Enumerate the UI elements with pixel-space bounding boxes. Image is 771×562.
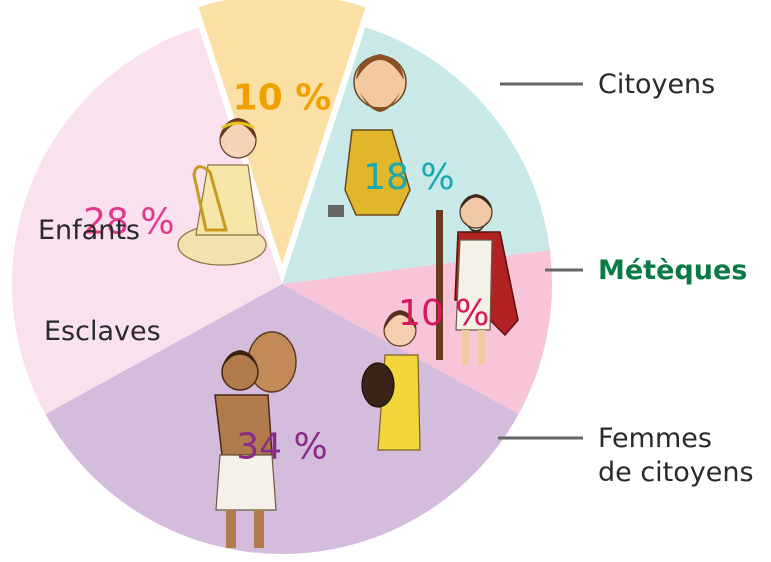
pct-label-enfants: 28 %: [83, 201, 174, 242]
pct-label-esclaves: 34 %: [236, 427, 327, 468]
label-femmes-line1: Femmes: [598, 423, 712, 454]
pct-label-m-t-ques: 18 %: [363, 157, 454, 198]
figures: [177, 54, 519, 548]
pie-slice-citoyens: [198, 0, 366, 264]
label-enfants: Enfants: [38, 215, 140, 246]
pct-label-femmes-de-citoyens: 10 %: [398, 293, 489, 334]
label-citoyens: Citoyens: [598, 69, 715, 100]
slave-illustration: [214, 331, 297, 548]
child-illustration: [177, 118, 267, 266]
citizen-illustration: [328, 54, 411, 217]
pie-slice-enfants: [11, 27, 282, 415]
woman-illustration: [361, 310, 421, 451]
label-meteques: Métèques: [598, 255, 747, 286]
pct-label-citoyens: 10 %: [233, 77, 332, 118]
percentage-labels: 10 % 18 % 10 % 34 % 28 %: [83, 77, 489, 467]
label-esclaves: Esclaves: [44, 316, 161, 347]
metic-illustration: [436, 194, 519, 365]
label-femmes-line2: de citoyens: [598, 457, 754, 488]
pie-slice-esclaves: [45, 284, 519, 554]
